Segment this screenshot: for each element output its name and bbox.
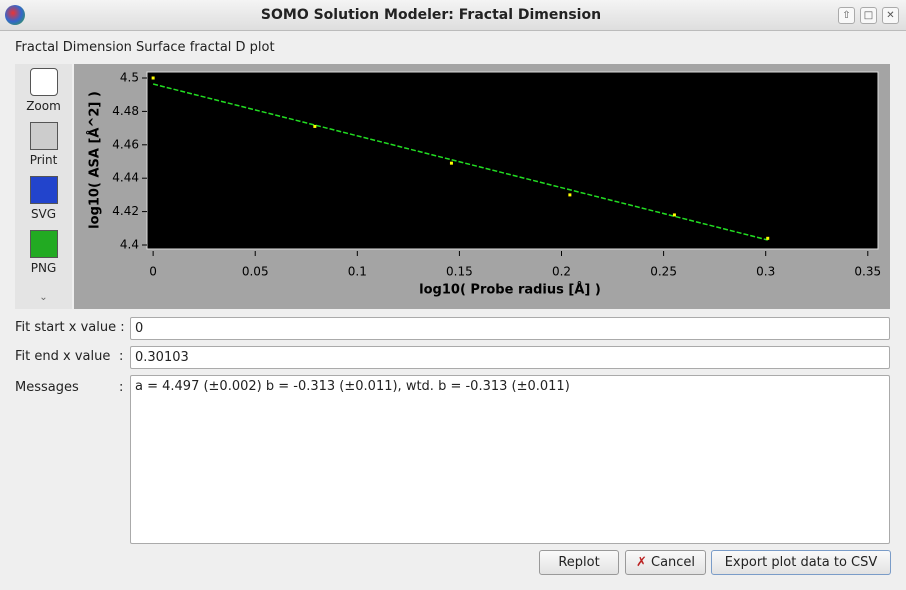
y-tick-label: 4.4 bbox=[120, 237, 139, 251]
data-point bbox=[672, 213, 676, 217]
data-point bbox=[313, 124, 317, 128]
shade-button[interactable]: ⇧ bbox=[838, 7, 855, 24]
close-button[interactable]: ✕ bbox=[882, 7, 899, 24]
y-tick-label: 4.46 bbox=[112, 137, 139, 151]
export-button[interactable]: Export plot data to CSV bbox=[711, 550, 891, 575]
y-tick-label: 4.42 bbox=[112, 204, 139, 218]
field-label: Fit end x value bbox=[15, 349, 111, 364]
more-arrow[interactable]: ⌄ bbox=[39, 292, 48, 303]
tool-label: Zoom bbox=[26, 99, 61, 113]
field-label: Fit start x value : bbox=[15, 320, 125, 335]
cancel-button[interactable]: ✗ Cancel bbox=[625, 550, 706, 575]
x-tick-label: 0.3 bbox=[756, 265, 775, 279]
field-label: Messages bbox=[15, 380, 79, 395]
data-point bbox=[449, 161, 453, 165]
messages-box[interactable]: a = 4.497 (±0.002) b = -0.313 (±0.011), … bbox=[130, 375, 890, 544]
title-bar: SOMO Solution Modeler: Fractal Dimension… bbox=[0, 0, 906, 31]
tool-label: Print bbox=[29, 153, 58, 167]
x-tick-label: 0.35 bbox=[854, 265, 881, 279]
fit-line bbox=[152, 83, 768, 241]
field-colon: : bbox=[119, 380, 124, 395]
tool-label: SVG bbox=[30, 207, 57, 221]
app-icon bbox=[5, 5, 25, 25]
x-tick-label: 0.2 bbox=[552, 265, 571, 279]
x-tick-label: 0.25 bbox=[650, 265, 677, 279]
y-tick-label: 4.5 bbox=[120, 71, 139, 85]
button-label: Cancel bbox=[651, 555, 696, 570]
x-tick-label: 0.1 bbox=[348, 265, 367, 279]
zoom-tool[interactable]: Zoom bbox=[15, 68, 72, 113]
data-point bbox=[568, 193, 572, 197]
png-tool[interactable]: PNG bbox=[15, 230, 72, 275]
y-axis-label: log10( ASA [Å^2] ) bbox=[87, 91, 103, 229]
svg-tool[interactable]: SVG bbox=[15, 176, 72, 221]
x-tick-label: 0 bbox=[149, 265, 157, 279]
fit-end-input[interactable]: 0.30103 bbox=[130, 346, 890, 369]
replot-button[interactable]: Replot bbox=[539, 550, 619, 575]
chart: log10( ASA [Å^2] ) log10( Probe radius [… bbox=[74, 64, 890, 309]
plot-area bbox=[146, 71, 879, 250]
toolbar: Zoom Print SVG PNG ⌄ bbox=[15, 64, 72, 309]
data-point bbox=[766, 236, 770, 240]
heading: Fractal Dimension Surface fractal D plot bbox=[15, 40, 275, 55]
maximize-button[interactable]: □ bbox=[860, 7, 877, 24]
x-tick-label: 0.05 bbox=[242, 265, 269, 279]
data-point bbox=[151, 76, 155, 80]
y-tick-label: 4.48 bbox=[112, 104, 139, 118]
x-axis-label: log10( Probe radius [Å] ) bbox=[419, 282, 601, 298]
x-tick-label: 0.15 bbox=[446, 265, 473, 279]
field-colon: : bbox=[119, 349, 124, 364]
tool-label: PNG bbox=[30, 261, 57, 275]
window-title: SOMO Solution Modeler: Fractal Dimension bbox=[260, 7, 602, 23]
y-tick-label: 4.44 bbox=[112, 171, 139, 185]
fit-start-input[interactable]: 0 bbox=[130, 317, 890, 340]
print-tool[interactable]: Print bbox=[15, 122, 72, 167]
